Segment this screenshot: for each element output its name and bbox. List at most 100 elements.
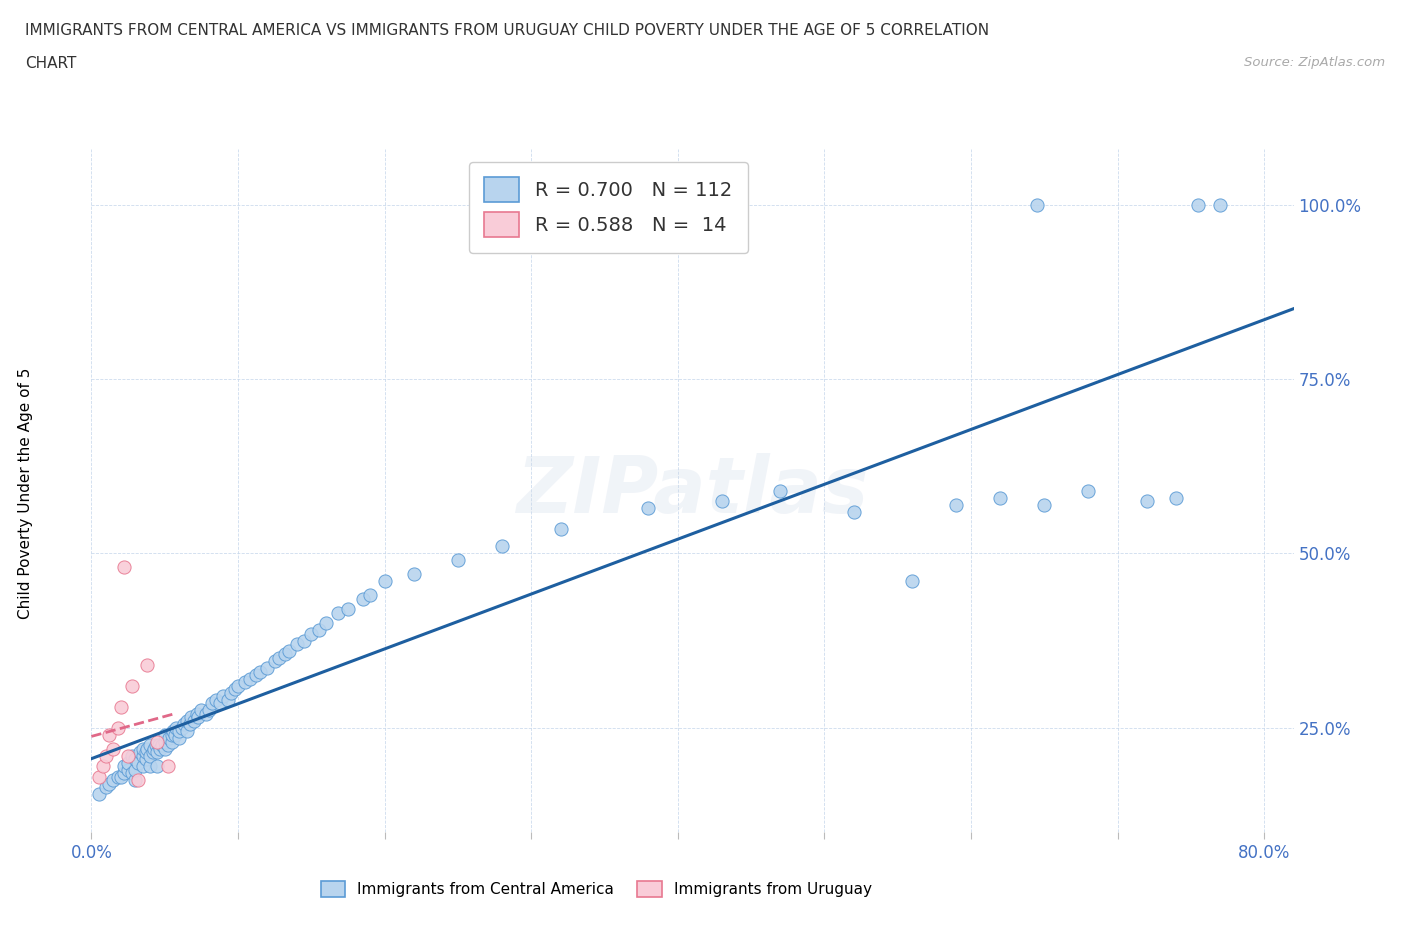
Point: [197, 703, 219, 718]
Point: [274, 647, 297, 662]
Point: [107, 721, 129, 736]
Point: [153, 727, 176, 742]
Point: [637, 500, 659, 515]
Point: [142, 745, 165, 760]
Point: [98, 776, 121, 790]
Point: [308, 623, 330, 638]
Point: [1033, 498, 1056, 512]
Point: [124, 751, 146, 766]
Point: [156, 737, 179, 752]
Point: [153, 741, 176, 756]
Point: [217, 693, 239, 708]
Point: [245, 668, 267, 683]
Point: [374, 574, 396, 589]
Point: [179, 717, 201, 732]
Point: [352, 591, 374, 606]
Point: [146, 745, 169, 760]
Point: [194, 707, 217, 722]
Point: [127, 755, 149, 770]
Point: [212, 689, 235, 704]
Point: [149, 741, 172, 756]
Point: [103, 773, 125, 788]
Text: IMMIGRANTS FROM CENTRAL AMERICA VS IMMIGRANTS FROM URUGUAY CHILD POVERTY UNDER T: IMMIGRANTS FROM CENTRAL AMERICA VS IMMIG…: [25, 23, 990, 38]
Point: [359, 588, 381, 603]
Point: [769, 484, 792, 498]
Point: [315, 616, 337, 631]
Point: [209, 696, 232, 711]
Point: [156, 759, 179, 774]
Point: [285, 637, 308, 652]
Point: [124, 763, 146, 777]
Point: [186, 707, 208, 722]
Point: [150, 737, 173, 752]
Point: [110, 699, 132, 714]
Point: [136, 741, 159, 756]
Point: [160, 727, 183, 742]
Point: [402, 567, 425, 582]
Point: [143, 741, 166, 756]
Point: [239, 671, 262, 686]
Point: [87, 787, 110, 802]
Point: [117, 755, 139, 770]
Point: [176, 713, 198, 728]
Point: [263, 654, 285, 669]
Point: [91, 759, 114, 774]
Point: [135, 745, 157, 760]
Legend: Immigrants from Central America, Immigrants from Uruguay: Immigrants from Central America, Immigra…: [315, 874, 877, 903]
Point: [145, 737, 167, 752]
Point: [233, 675, 256, 690]
Point: [163, 727, 186, 742]
Point: [190, 703, 212, 718]
Point: [131, 759, 153, 774]
Point: [121, 765, 143, 780]
Point: [146, 735, 169, 750]
Point: [1166, 490, 1188, 505]
Point: [491, 539, 513, 554]
Point: [124, 773, 146, 788]
Point: [1209, 197, 1232, 212]
Point: [139, 759, 162, 774]
Point: [169, 724, 191, 738]
Point: [172, 721, 194, 736]
Point: [187, 710, 209, 724]
Point: [112, 765, 135, 780]
Point: [128, 745, 150, 760]
Point: [148, 737, 170, 752]
Point: [110, 769, 132, 784]
Point: [157, 731, 180, 746]
Point: [292, 633, 315, 648]
Point: [146, 759, 169, 774]
Point: [139, 737, 162, 752]
Point: [162, 724, 184, 738]
Point: [98, 727, 121, 742]
Point: [180, 710, 202, 724]
Point: [988, 490, 1011, 505]
Point: [219, 685, 242, 700]
Point: [550, 522, 572, 537]
Point: [160, 735, 183, 750]
Point: [336, 602, 359, 617]
Point: [121, 748, 143, 763]
Point: [710, 494, 733, 509]
Point: [153, 735, 176, 750]
Point: [256, 661, 278, 676]
Point: [103, 741, 125, 756]
Point: [267, 651, 290, 666]
Point: [165, 721, 187, 736]
Point: [326, 605, 349, 620]
Point: [131, 748, 153, 763]
Point: [117, 748, 139, 763]
Point: [112, 759, 135, 774]
Text: Source: ZipAtlas.com: Source: ZipAtlas.com: [1244, 56, 1385, 69]
Point: [1187, 197, 1209, 212]
Point: [945, 498, 967, 512]
Point: [131, 741, 153, 756]
Point: [249, 665, 271, 680]
Point: [94, 748, 117, 763]
Point: [169, 731, 191, 746]
Text: CHART: CHART: [25, 56, 77, 71]
Point: [136, 658, 159, 672]
Point: [226, 679, 249, 694]
Point: [112, 560, 135, 575]
Point: [299, 626, 322, 641]
